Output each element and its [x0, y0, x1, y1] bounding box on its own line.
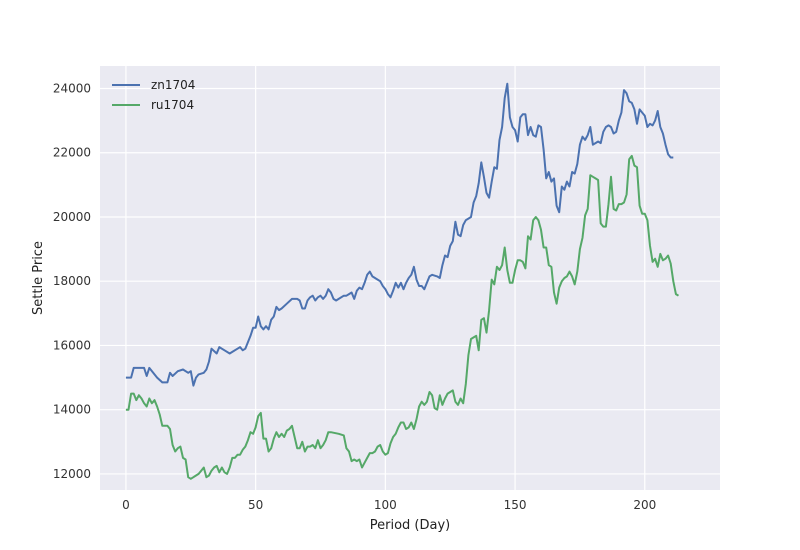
- x-axis-ticks: 0 50 100 150 200: [122, 498, 656, 512]
- y-tick-label: 18000: [53, 274, 91, 288]
- grid: [100, 66, 720, 490]
- y-tick-label: 20000: [53, 210, 91, 224]
- y-tick-label: 24000: [53, 81, 91, 95]
- y-tick-label: 22000: [53, 146, 91, 160]
- y-tick-label: 16000: [53, 338, 91, 352]
- legend-label: zn1704: [151, 78, 195, 92]
- x-tick-label: 50: [248, 498, 263, 512]
- y-tick-label: 12000: [53, 467, 91, 481]
- y-tick-label: 14000: [53, 403, 91, 417]
- x-tick-label: 150: [504, 498, 527, 512]
- series-layer: [125, 82, 680, 480]
- x-axis-label: Period (Day): [370, 518, 450, 533]
- legend: zn1704 ru1704: [112, 78, 195, 112]
- series-line-zn1704: [125, 82, 674, 387]
- x-tick-label: 200: [633, 498, 656, 512]
- y-axis-ticks: 12000 14000 16000 18000 20000 22000 24000: [53, 81, 91, 480]
- plot-background: [100, 66, 720, 490]
- series-line-ru1704: [125, 154, 680, 480]
- x-tick-label: 100: [374, 498, 397, 512]
- x-tick-label: 0: [122, 498, 130, 512]
- legend-label: ru1704: [151, 98, 194, 112]
- y-axis-label: Settle Price: [31, 241, 46, 315]
